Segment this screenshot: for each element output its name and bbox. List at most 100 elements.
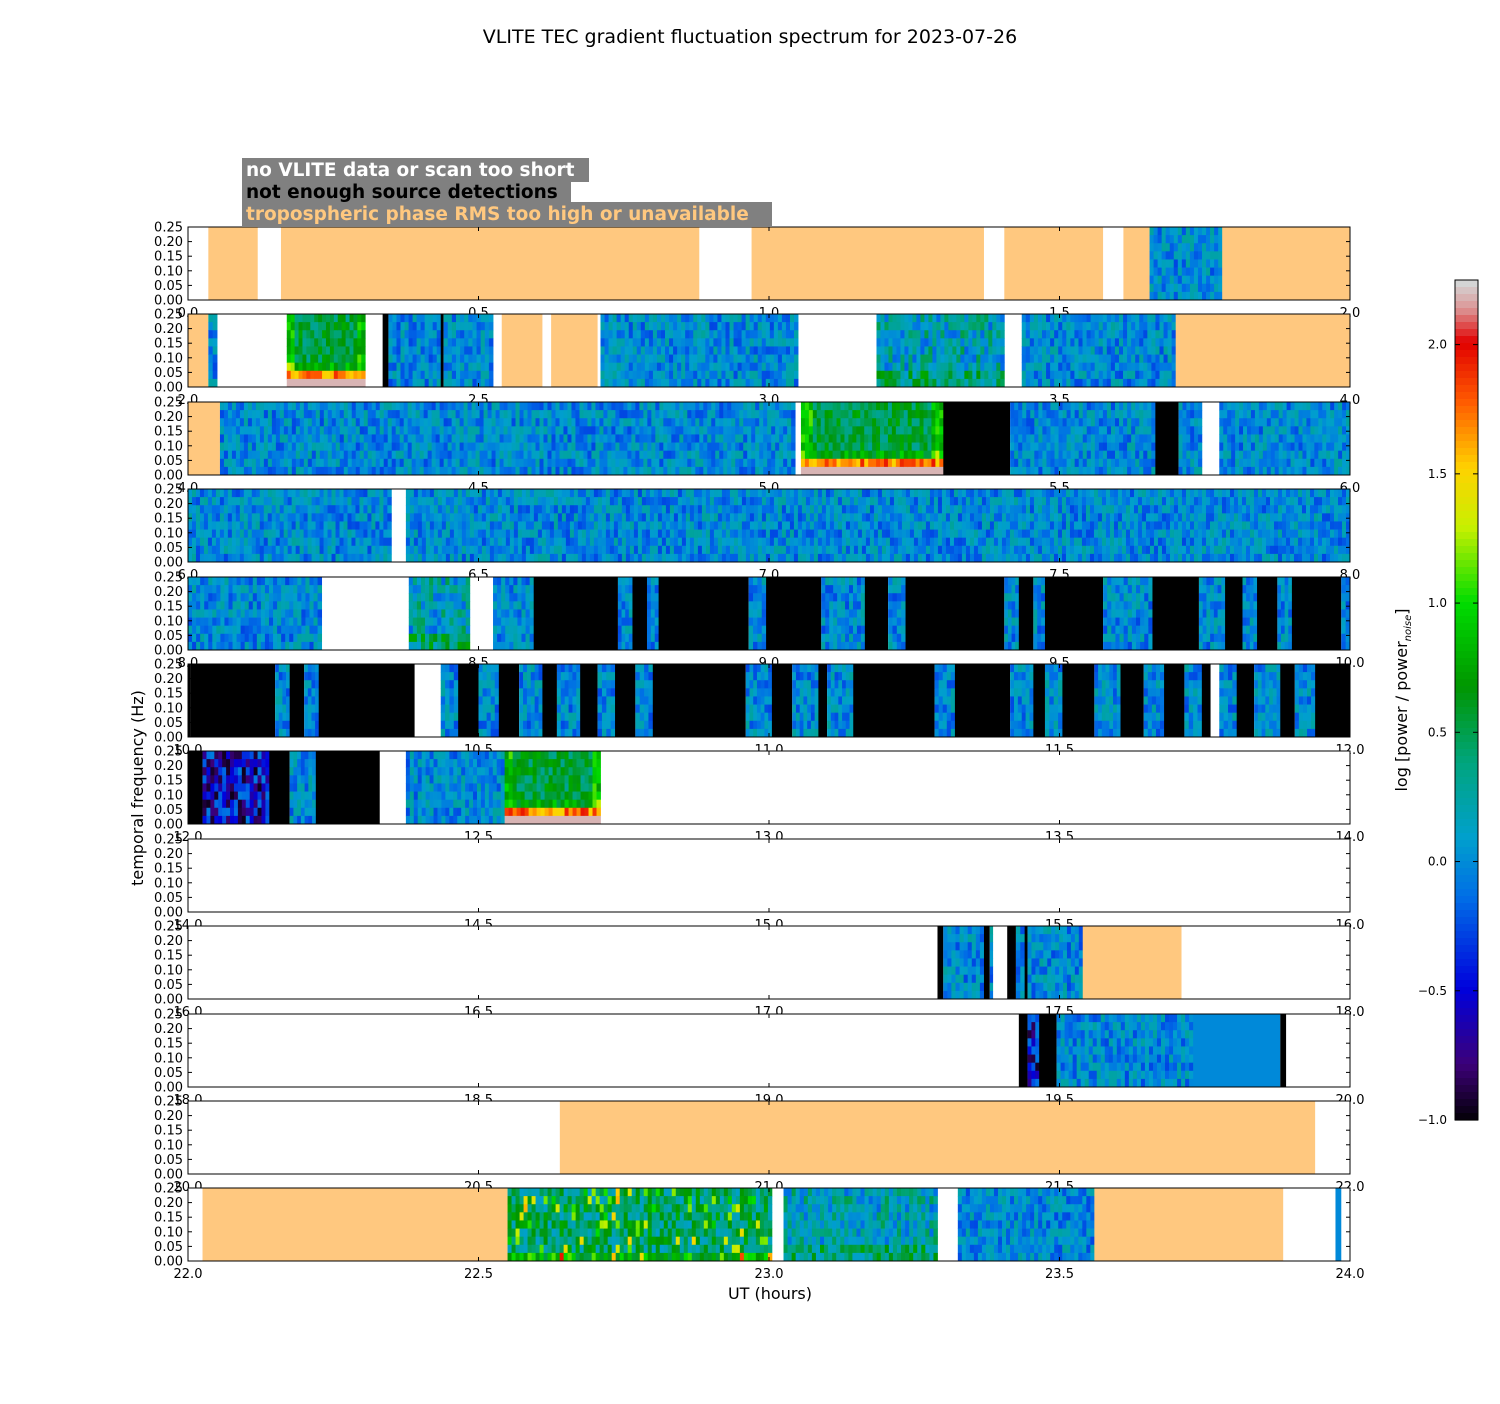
spectrum-cell [312, 489, 316, 498]
spectrum-cell [1022, 467, 1026, 476]
spectrum-cell [1111, 443, 1115, 452]
spectrum-cell [916, 426, 920, 435]
spectrum-cell [276, 497, 280, 506]
spectrum-cell [562, 489, 566, 498]
chart-figure: VLITE TEC gradient fluctuation spectrum … [0, 0, 1500, 1400]
spectrum-cell [437, 363, 441, 372]
spectrum-cell [280, 546, 284, 555]
spectrum-cell [667, 459, 671, 468]
spectrum-cell [320, 489, 324, 498]
spectrum-cell [1147, 338, 1151, 347]
spectrum-cell [547, 410, 551, 419]
spectrum-cell [924, 346, 928, 355]
spectrum-cell [1291, 443, 1295, 452]
spectrum-cell [388, 402, 392, 411]
spectrum-cell [1198, 434, 1202, 443]
spectrum-cell [1079, 418, 1083, 427]
spectrum-cell [1174, 259, 1178, 268]
spectrum-cell [1115, 346, 1119, 355]
spectrum-cell [1147, 371, 1151, 380]
spectrum-cell [468, 426, 472, 435]
spectrum-cell [671, 426, 675, 435]
spectrum-cell [444, 451, 448, 460]
spectrum-cell [980, 314, 984, 323]
spectrum-cell [1067, 426, 1071, 435]
spectrum-cell [1030, 355, 1034, 364]
spectrum-cell [613, 322, 617, 331]
spectrum-cell [456, 418, 460, 427]
spectrum-cell [547, 459, 551, 468]
spectrum-cell [357, 338, 361, 347]
spectrum-cell [1186, 227, 1190, 236]
spectrum-cell [888, 346, 892, 355]
spectrum-cell [264, 467, 268, 476]
spectrum-cell [1182, 235, 1186, 244]
spectrum-cell [437, 330, 441, 339]
spectrum-cell [1074, 363, 1078, 372]
spectrum-cell [292, 459, 296, 468]
spectrum-cell [617, 379, 621, 388]
spectrum-cell [562, 505, 566, 514]
spectrum-cell [326, 363, 330, 372]
spectrum-cell [844, 467, 848, 476]
spectrum-cell [1095, 355, 1099, 364]
spectrum-cell [1091, 314, 1095, 323]
spectrum-cell [452, 338, 457, 347]
spectrum-cell [486, 530, 490, 539]
spectrum-cell [272, 497, 276, 506]
spectrum-cell [1087, 363, 1091, 372]
spectrum-cell [782, 355, 786, 364]
spectrum-cell [410, 497, 414, 506]
spectrum-cell [767, 443, 771, 452]
spectrum-cell [1158, 284, 1162, 293]
spectrum-cell [296, 402, 300, 411]
spectrum-cell [452, 363, 457, 372]
spectrum-cell [1046, 467, 1050, 476]
spectrum-cell [1198, 259, 1202, 268]
spectrum-cell [268, 505, 272, 514]
spectrum-cell [474, 497, 478, 506]
spectrum-cell [1099, 379, 1103, 388]
spectrum-cell [280, 451, 284, 460]
spectrum-cell [558, 513, 562, 522]
spectrum-cell [312, 538, 316, 547]
spectrum-cell [334, 346, 338, 355]
spectrum-cell [336, 418, 340, 427]
spectrum-cell [1107, 355, 1111, 364]
spectrum-cell [1095, 322, 1099, 331]
spectrum-cell [498, 513, 502, 522]
spectrum-cell [825, 451, 829, 460]
spectrum-cell [661, 371, 665, 380]
spectrum-cell [1026, 402, 1030, 411]
spectrum-cell [498, 546, 502, 555]
spectrum-cell [1283, 426, 1287, 435]
panel-2: 0.250.200.150.100.050.004.04.55.05.56.0 [154, 396, 1360, 497]
spectrum-cell [432, 426, 436, 435]
spectrum-cell [388, 314, 392, 323]
spectrum-cell [268, 402, 272, 411]
spectrum-cell [876, 459, 880, 468]
spectrum-cell [383, 489, 387, 498]
spectrum-cell [1099, 355, 1103, 364]
spectrum-cell [424, 434, 428, 443]
spectrum-cell [208, 530, 212, 539]
spectrum-cell [649, 355, 653, 364]
spectrum-cell [743, 443, 747, 452]
spectrum-cell [288, 505, 292, 514]
spectrum-cell [448, 426, 452, 435]
spectrum-cell [892, 402, 896, 411]
spectrum-cell [355, 530, 359, 539]
spectrum-cell [550, 505, 554, 514]
spectrum-cell [502, 505, 506, 514]
spectrum-cell [665, 330, 669, 339]
spectrum-cell [477, 338, 482, 347]
spectrum-cell [619, 451, 623, 460]
spectrum-cell [296, 554, 300, 563]
spectrum-cell [590, 489, 594, 498]
spectrum-cell [291, 355, 295, 364]
spectrum-cell [410, 554, 414, 563]
spectrum-cell [617, 338, 621, 347]
spectrum-cell [693, 355, 697, 364]
spectrum-cell [856, 459, 860, 468]
spectrum-cell [936, 346, 940, 355]
